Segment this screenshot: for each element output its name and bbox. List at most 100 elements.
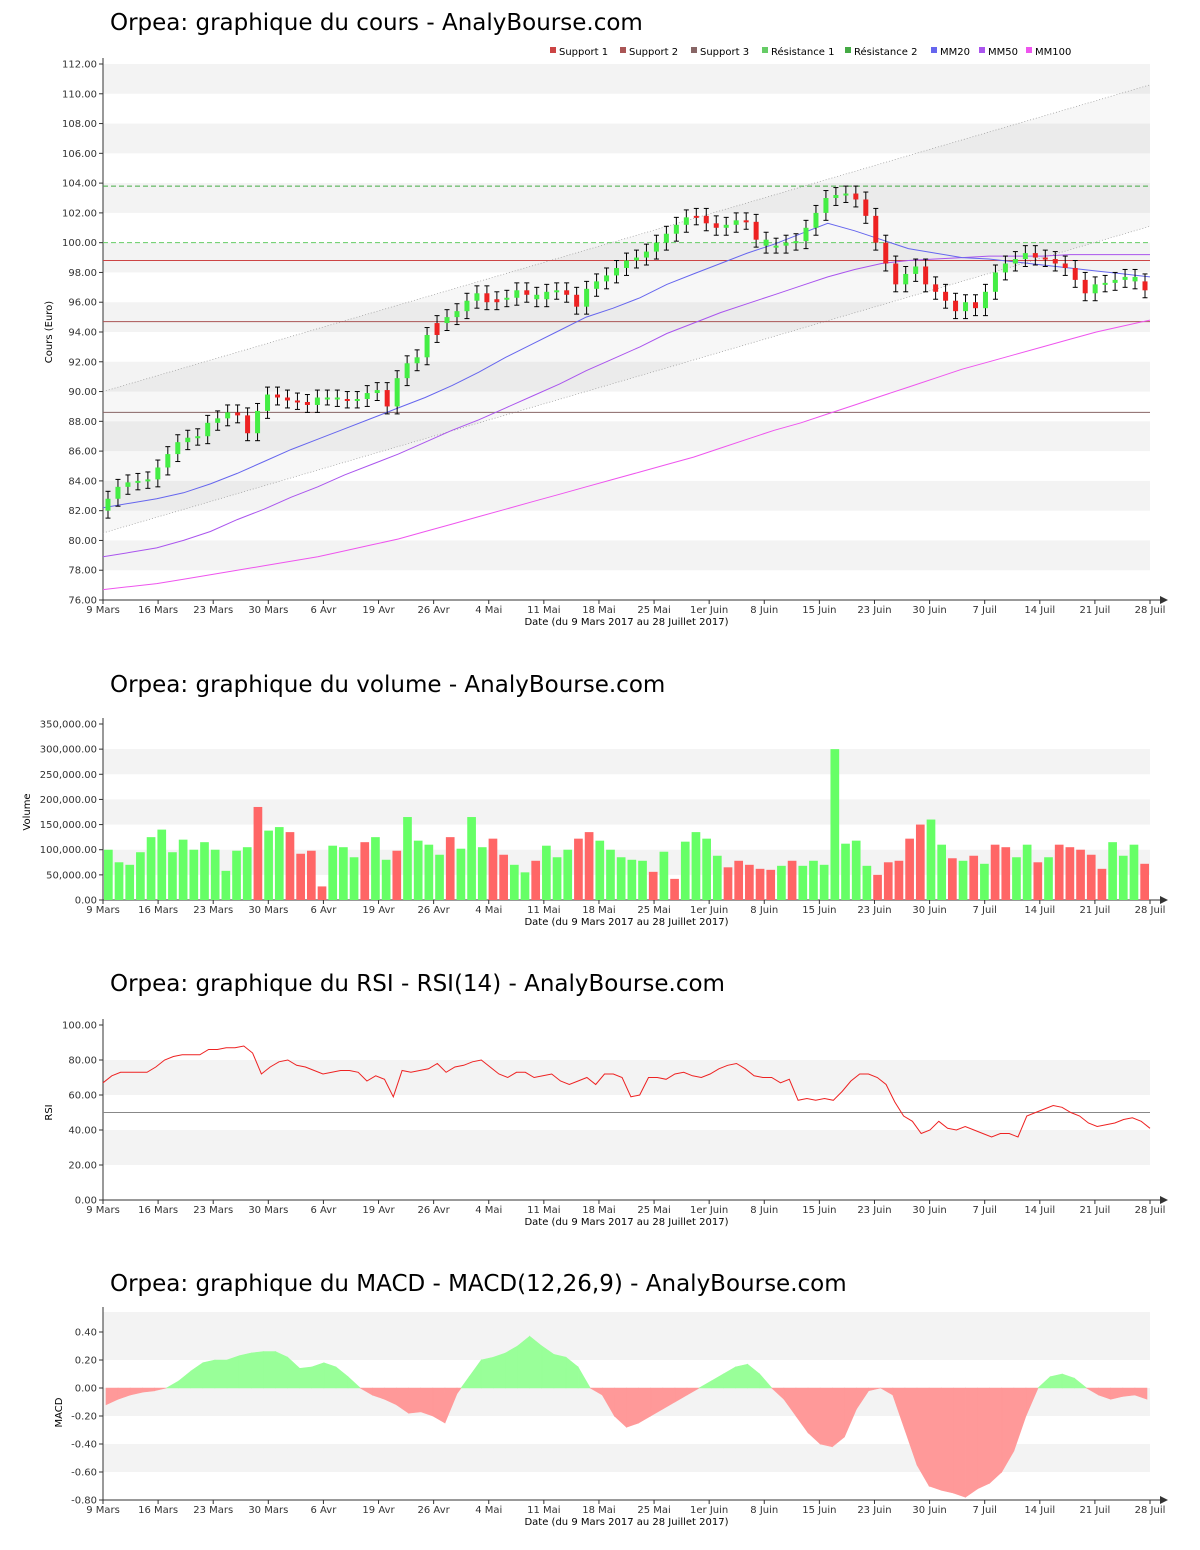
volume-bar (168, 852, 177, 900)
grid-band (103, 1130, 1150, 1165)
macd-chart-title: Orpea: graphique du MACD - MACD(12,26,9)… (110, 1271, 847, 1297)
price-candle (763, 231, 769, 254)
candle-body (1082, 279, 1088, 294)
volume-bar (114, 862, 124, 900)
candle-body (444, 317, 450, 324)
macd-area-segment (989, 1387, 1003, 1484)
x-axis-label: Date (du 9 Mars 2017 au 28 Juillet 2017) (524, 917, 728, 928)
volume-bar (392, 850, 402, 900)
x-tick-label: 11 Mai (527, 1505, 560, 1516)
y-tick-label: 100,000.00 (40, 845, 97, 856)
volume-bar (189, 849, 199, 900)
x-tick-label: 25 Mai (637, 905, 670, 916)
price-candle (374, 382, 380, 401)
x-tick-label: 1er Juin (690, 1505, 728, 1516)
candle-body (314, 397, 320, 405)
candle-body (1102, 282, 1108, 285)
x-tick-label: 6 Avr (311, 605, 338, 616)
y-tick-label: 100.00 (62, 1021, 97, 1032)
volume-bar (1044, 857, 1053, 900)
candle-body (673, 224, 679, 234)
volume-bar (296, 853, 305, 900)
price-candle (803, 219, 809, 250)
price-candle (304, 394, 310, 413)
y-tick-label: 0.20 (75, 1356, 97, 1367)
x-tick-label: 26 Avr (418, 1205, 451, 1216)
candle-body (982, 291, 988, 309)
price-candle (1132, 268, 1138, 290)
volume-bar (136, 852, 145, 900)
x-tick-label: 14 Juil (1024, 1505, 1055, 1516)
volume-bar (381, 859, 391, 900)
price-candle (444, 309, 450, 332)
mm100-line (102, 319, 1151, 591)
x-tick-label: 23 Mars (193, 605, 233, 616)
price-candle (743, 212, 749, 230)
volume-bar (125, 864, 135, 900)
price-candle (314, 389, 320, 413)
price-candle (185, 429, 191, 451)
candle-body (1122, 276, 1128, 280)
grid-band (103, 64, 1150, 94)
candle-body (1132, 276, 1138, 282)
macd-area-segment (553, 1354, 567, 1389)
candle-body (594, 281, 600, 289)
candle-body (484, 293, 490, 303)
price-candle (195, 428, 201, 446)
x-tick-label: 30 Mars (248, 1205, 288, 1216)
price-candle (913, 258, 919, 282)
price-candle (953, 292, 959, 320)
candle-body (753, 221, 759, 240)
x-tick-label: 23 Juin (857, 605, 891, 616)
volume-bar (766, 869, 776, 900)
y-tick-label: -0.80 (71, 1496, 97, 1507)
x-tick-label: 23 Mars (193, 1505, 233, 1516)
x-tick-label: 26 Avr (418, 905, 451, 916)
price-candle (1142, 273, 1148, 299)
price-candle (364, 385, 370, 407)
price-candle (853, 185, 859, 208)
volume-bar (178, 839, 188, 900)
candle-body (713, 223, 719, 228)
volume-bar (937, 844, 947, 900)
volume-bar (157, 829, 167, 900)
y-tick-label: 20.00 (68, 1161, 97, 1172)
price-candle (265, 386, 271, 419)
x-tick-label: 21 Juil (1080, 1205, 1111, 1216)
macd-area-segment (214, 1359, 228, 1389)
volume-bar (1076, 849, 1085, 900)
x-axis-label: Date (du 9 Mars 2017 au 28 Juillet 2017) (524, 1217, 728, 1228)
x-tick-label: 11 Mai (527, 1205, 560, 1216)
x-tick-label: 25 Mai (637, 605, 670, 616)
candle-body (1062, 263, 1068, 268)
candle-body (554, 290, 560, 293)
y-tick-label: 82.00 (68, 506, 97, 517)
price-candle (324, 389, 330, 406)
price-candle (903, 265, 909, 293)
x-tick-label: 30 Mars (248, 605, 288, 616)
x-tick-label: 30 Mars (248, 905, 288, 916)
legend-swatch (550, 47, 556, 53)
price-candle (504, 289, 510, 308)
grid-band (103, 421, 1150, 452)
x-tick-label: 8 Juin (750, 605, 778, 616)
candle-body (604, 275, 610, 282)
candle-body (394, 378, 400, 407)
volume-bar (958, 860, 968, 900)
candle-body (733, 220, 739, 225)
macd-area-segment (953, 1387, 966, 1498)
volume-bar (680, 841, 690, 900)
x-tick-label: 21 Juil (1080, 605, 1111, 616)
x-tick-label: 1er Juin (690, 905, 728, 916)
macd-area-segment (480, 1356, 494, 1389)
grid-band (103, 799, 1150, 825)
volume-bar (552, 857, 562, 900)
x-tick-label: 6 Avr (311, 905, 338, 916)
candle-body (1072, 267, 1078, 280)
macd-area-segment (1025, 1387, 1039, 1417)
volume-bar (210, 849, 220, 900)
volume-bar (787, 860, 797, 900)
price-candle (155, 459, 161, 488)
x-tick-label: 4 Mai (475, 1505, 502, 1516)
